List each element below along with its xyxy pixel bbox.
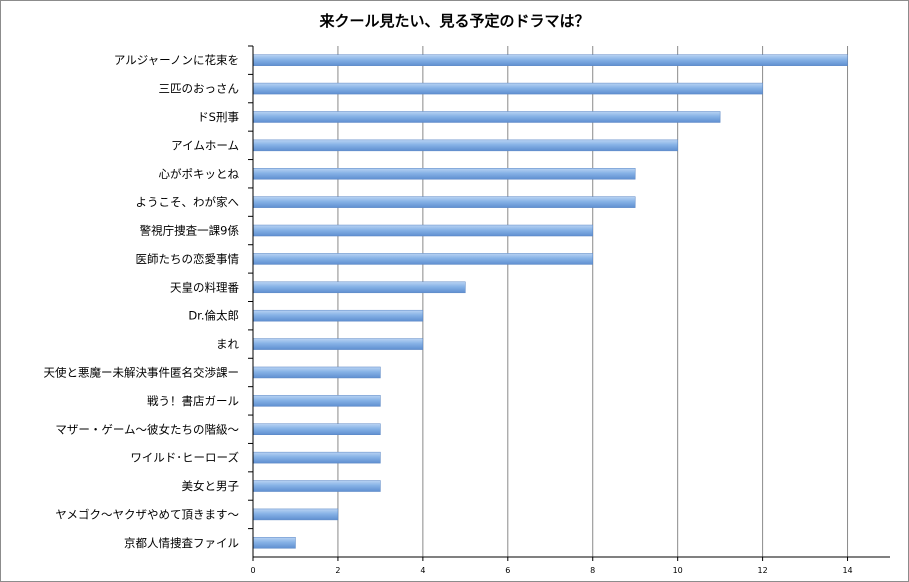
bars bbox=[252, 54, 848, 549]
bar bbox=[252, 139, 678, 152]
category-label: アイムホーム bbox=[171, 138, 239, 152]
category-label: 京都人情捜査ファイル bbox=[124, 536, 239, 550]
x-tick-label: 0 bbox=[250, 566, 255, 575]
category-label: ようこそ、わが家へ bbox=[136, 195, 240, 209]
bar bbox=[252, 508, 339, 521]
bar bbox=[252, 196, 636, 208]
category-label: 天皇の料理番 bbox=[170, 280, 239, 294]
category-label: ドS刑事 bbox=[197, 110, 239, 124]
bar bbox=[252, 366, 381, 379]
bar bbox=[252, 309, 424, 322]
bar bbox=[252, 480, 381, 492]
bar bbox=[252, 537, 296, 549]
bar bbox=[252, 281, 466, 294]
chart-title: 来クール見たい、見る予定のドラマは？ bbox=[319, 12, 590, 30]
bar bbox=[252, 54, 848, 66]
category-label: アルジャーノンに花束を bbox=[114, 53, 239, 67]
bar bbox=[252, 111, 721, 123]
category-label: Dr.倫太郎 bbox=[188, 309, 239, 323]
category-label: ワイルド･ヒーローズ bbox=[130, 451, 239, 465]
category-label: まれ bbox=[216, 337, 239, 351]
category-label: マザー・ゲーム～彼女たちの階級～ bbox=[55, 422, 239, 436]
category-label: 心がポキッとね bbox=[159, 167, 240, 181]
x-tick-label: 10 bbox=[673, 566, 683, 575]
category-label: 三匹のおっさん bbox=[159, 82, 240, 96]
axes bbox=[248, 45, 890, 561]
bar bbox=[252, 253, 593, 265]
x-tick-label: 8 bbox=[590, 566, 595, 575]
x-tick-label: 6 bbox=[505, 566, 510, 575]
bar bbox=[252, 338, 424, 350]
category-label: 警視庁捜査一課9係 bbox=[140, 224, 239, 238]
category-label: ヤメゴク～ヤクザやめて頂きます～ bbox=[55, 507, 239, 521]
grid-lines bbox=[337, 46, 849, 557]
x-tick-label: 4 bbox=[420, 566, 425, 575]
category-label: 天使と悪魔ー未解決事件匿名交渉課ー bbox=[44, 365, 240, 379]
bar bbox=[252, 224, 593, 237]
x-tick-label: 14 bbox=[842, 566, 852, 575]
category-label: 戦う！書店ガール bbox=[147, 394, 239, 408]
category-label: 医師たちの恋愛事情 bbox=[136, 252, 240, 266]
x-tick-label: 12 bbox=[758, 566, 768, 575]
bar bbox=[252, 451, 381, 464]
bar bbox=[252, 168, 636, 180]
x-tick-labels: 0 2 4 6 8 10 12 14 bbox=[250, 566, 852, 575]
bar bbox=[252, 82, 763, 95]
category-labels: アルジャーノンに花束を三匹のおっさんドS刑事アイムホーム心がポキッとねようこそ、… bbox=[44, 53, 240, 550]
bar bbox=[252, 395, 381, 407]
category-label: 美女と男子 bbox=[182, 479, 240, 493]
bar bbox=[252, 423, 381, 435]
x-tick-label: 2 bbox=[335, 566, 340, 575]
